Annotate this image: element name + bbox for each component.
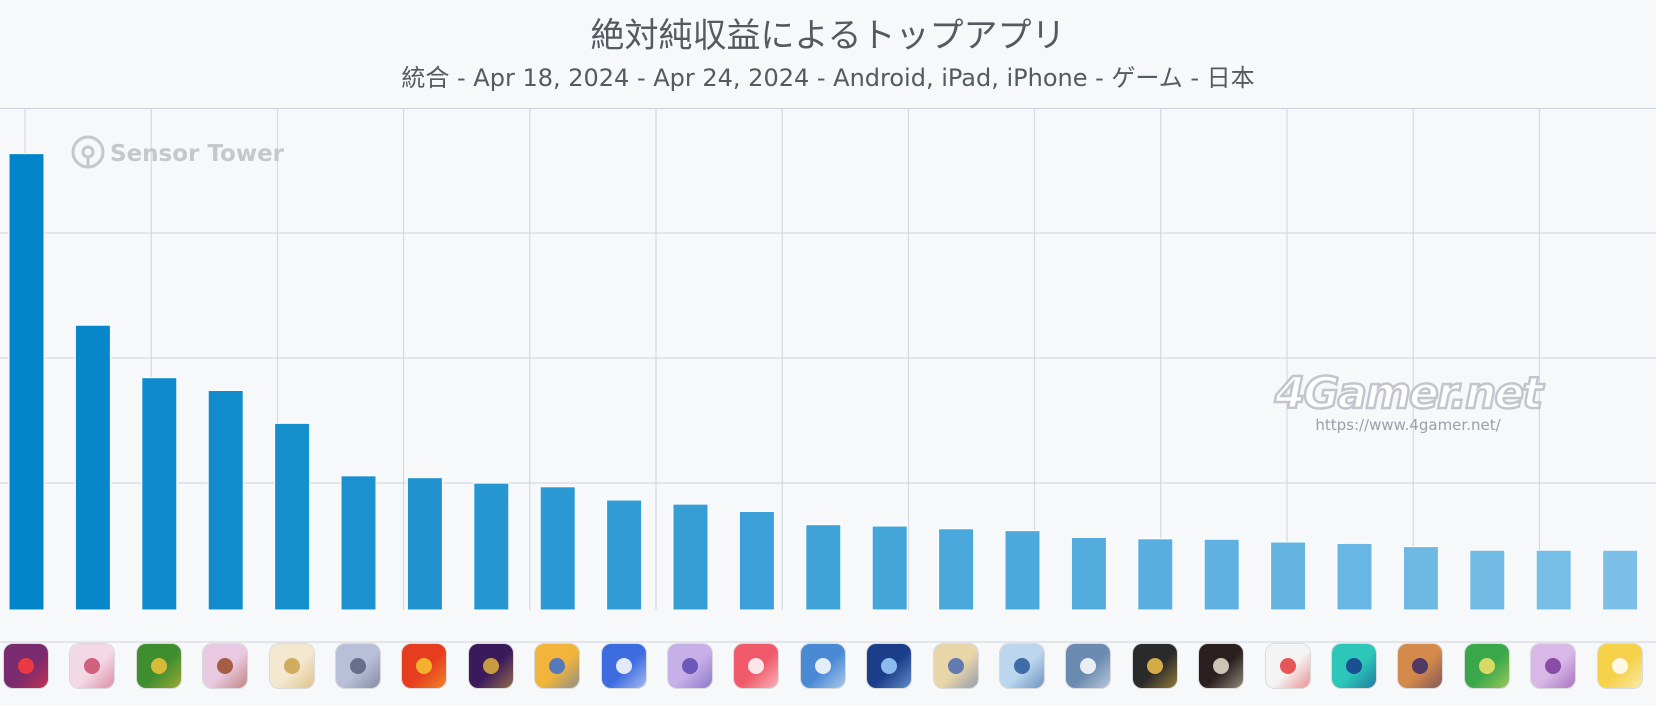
sensor-tower-watermark: Sensor Tower (71, 135, 285, 169)
bar-10[interactable] (606, 499, 643, 611)
chart-subtitle: 統合 - Apr 18, 2024 - Apr 24, 2024 - Andro… (401, 64, 1255, 92)
bar-21[interactable] (1336, 542, 1373, 611)
app-icon-glyph (150, 658, 167, 674)
app-icon-glyph (1478, 658, 1495, 674)
mushroom-game-icon[interactable] (136, 644, 181, 688)
bar-14[interactable] (871, 525, 908, 611)
bar-18[interactable] (1137, 538, 1174, 611)
dragon-game-icon[interactable] (4, 644, 48, 688)
hoyoverse-game-icon[interactable] (269, 644, 314, 688)
bar-15[interactable] (938, 528, 975, 611)
bar-9[interactable] (539, 486, 576, 611)
app-icon-glyph (1213, 658, 1230, 674)
dragon-quest-slime-icon[interactable] (1332, 644, 1376, 688)
sensor-tower-logo-dot (81, 145, 95, 159)
app-icon-glyph (682, 658, 698, 674)
bar-3[interactable] (141, 377, 178, 611)
app-icon-glyph (947, 658, 964, 674)
bar-12[interactable] (738, 510, 775, 611)
golf-game-icon[interactable] (1464, 644, 1509, 688)
app-icon-glyph (18, 658, 34, 674)
bar-19[interactable] (1203, 538, 1240, 611)
puzzle-game-icon[interactable] (1531, 644, 1576, 688)
bar-4[interactable] (207, 389, 244, 611)
blue-girl-game-icon[interactable] (1000, 644, 1044, 688)
4gamer-watermark-text: 4Gamer.net (1274, 368, 1545, 419)
sports-game-icon[interactable] (468, 644, 513, 688)
pokemon-go-icon[interactable] (1265, 644, 1310, 688)
4gamer-watermark: 4Gamer.net https://www.4gamer.net/ (1273, 367, 1549, 434)
bar-chart: Sensor Tower 4Gamer.net https://www.4gam… (0, 108, 1656, 643)
bonus-multiplier-game-icon[interactable] (601, 644, 646, 688)
4gamer-url-text: https://www.4gamer.net/ (1315, 416, 1501, 434)
app-icon-glyph (615, 658, 632, 674)
app-icon-glyph (1279, 658, 1296, 674)
now-game-icon[interactable] (1132, 644, 1177, 688)
app-icon-glyph (84, 658, 101, 674)
knight-girl-game-icon[interactable] (933, 644, 978, 688)
city-game-icon[interactable] (1066, 644, 1111, 688)
bar-5[interactable] (274, 422, 311, 611)
app-icon-glyph (549, 658, 566, 674)
bar-23[interactable] (1469, 549, 1506, 611)
bar-25[interactable] (1602, 549, 1639, 611)
monster-strike-icon[interactable] (402, 644, 447, 688)
bar-20[interactable] (1270, 541, 1307, 611)
app-icon-glyph (1014, 658, 1030, 674)
anime-character-game-icon[interactable] (203, 644, 248, 688)
globe-game-icon[interactable] (867, 644, 912, 688)
clash-game-icon[interactable] (535, 644, 580, 688)
cat-game-icon[interactable] (1597, 644, 1642, 688)
bar-2[interactable] (74, 324, 111, 611)
silver-hair-game-icon[interactable] (336, 644, 380, 688)
app-icon-glyph (881, 658, 898, 674)
bar-6[interactable] (340, 475, 377, 611)
bar-24[interactable] (1535, 549, 1572, 611)
app-icon-glyph (814, 658, 831, 674)
bar-7[interactable] (406, 477, 443, 611)
bar-13[interactable] (805, 524, 842, 611)
bar-22[interactable] (1402, 546, 1439, 611)
app-icon-glyph (350, 658, 366, 674)
app-icon-glyph (482, 658, 499, 674)
app-icon-glyph (748, 658, 765, 674)
anime-adventure-game-icon[interactable] (1398, 644, 1443, 688)
anime-girl-game-icon[interactable] (70, 644, 115, 688)
magic-game-icon[interactable] (734, 644, 779, 688)
app-icon-glyph (1146, 658, 1163, 674)
chart-title: 絶対純収益によるトップアプリ (590, 16, 1066, 56)
horse-girl-game-icon[interactable] (668, 644, 712, 688)
app-icon-glyph (283, 658, 300, 674)
bar-17[interactable] (1070, 536, 1107, 611)
app-icon-glyph (1611, 658, 1628, 674)
app-icon-glyph (416, 658, 433, 674)
app-icon-glyph (1545, 658, 1562, 674)
app-icon-row (0, 644, 1656, 706)
bar-11[interactable] (672, 503, 709, 611)
app-icon-glyph (1080, 658, 1097, 674)
sensor-tower-watermark-text: Sensor Tower (110, 141, 285, 167)
hit-game-icon[interactable] (1199, 644, 1244, 688)
app-icon-glyph (217, 658, 234, 674)
bar-series (8, 153, 1639, 611)
bar-8[interactable] (473, 482, 510, 611)
bar-1[interactable] (8, 153, 45, 611)
sensor-tower-logo-icon (71, 135, 105, 169)
app-icon-glyph (1412, 658, 1429, 674)
bar-16[interactable] (1004, 530, 1041, 611)
app-icon-glyph (1346, 658, 1362, 674)
merge-game-icon[interactable] (800, 644, 845, 688)
